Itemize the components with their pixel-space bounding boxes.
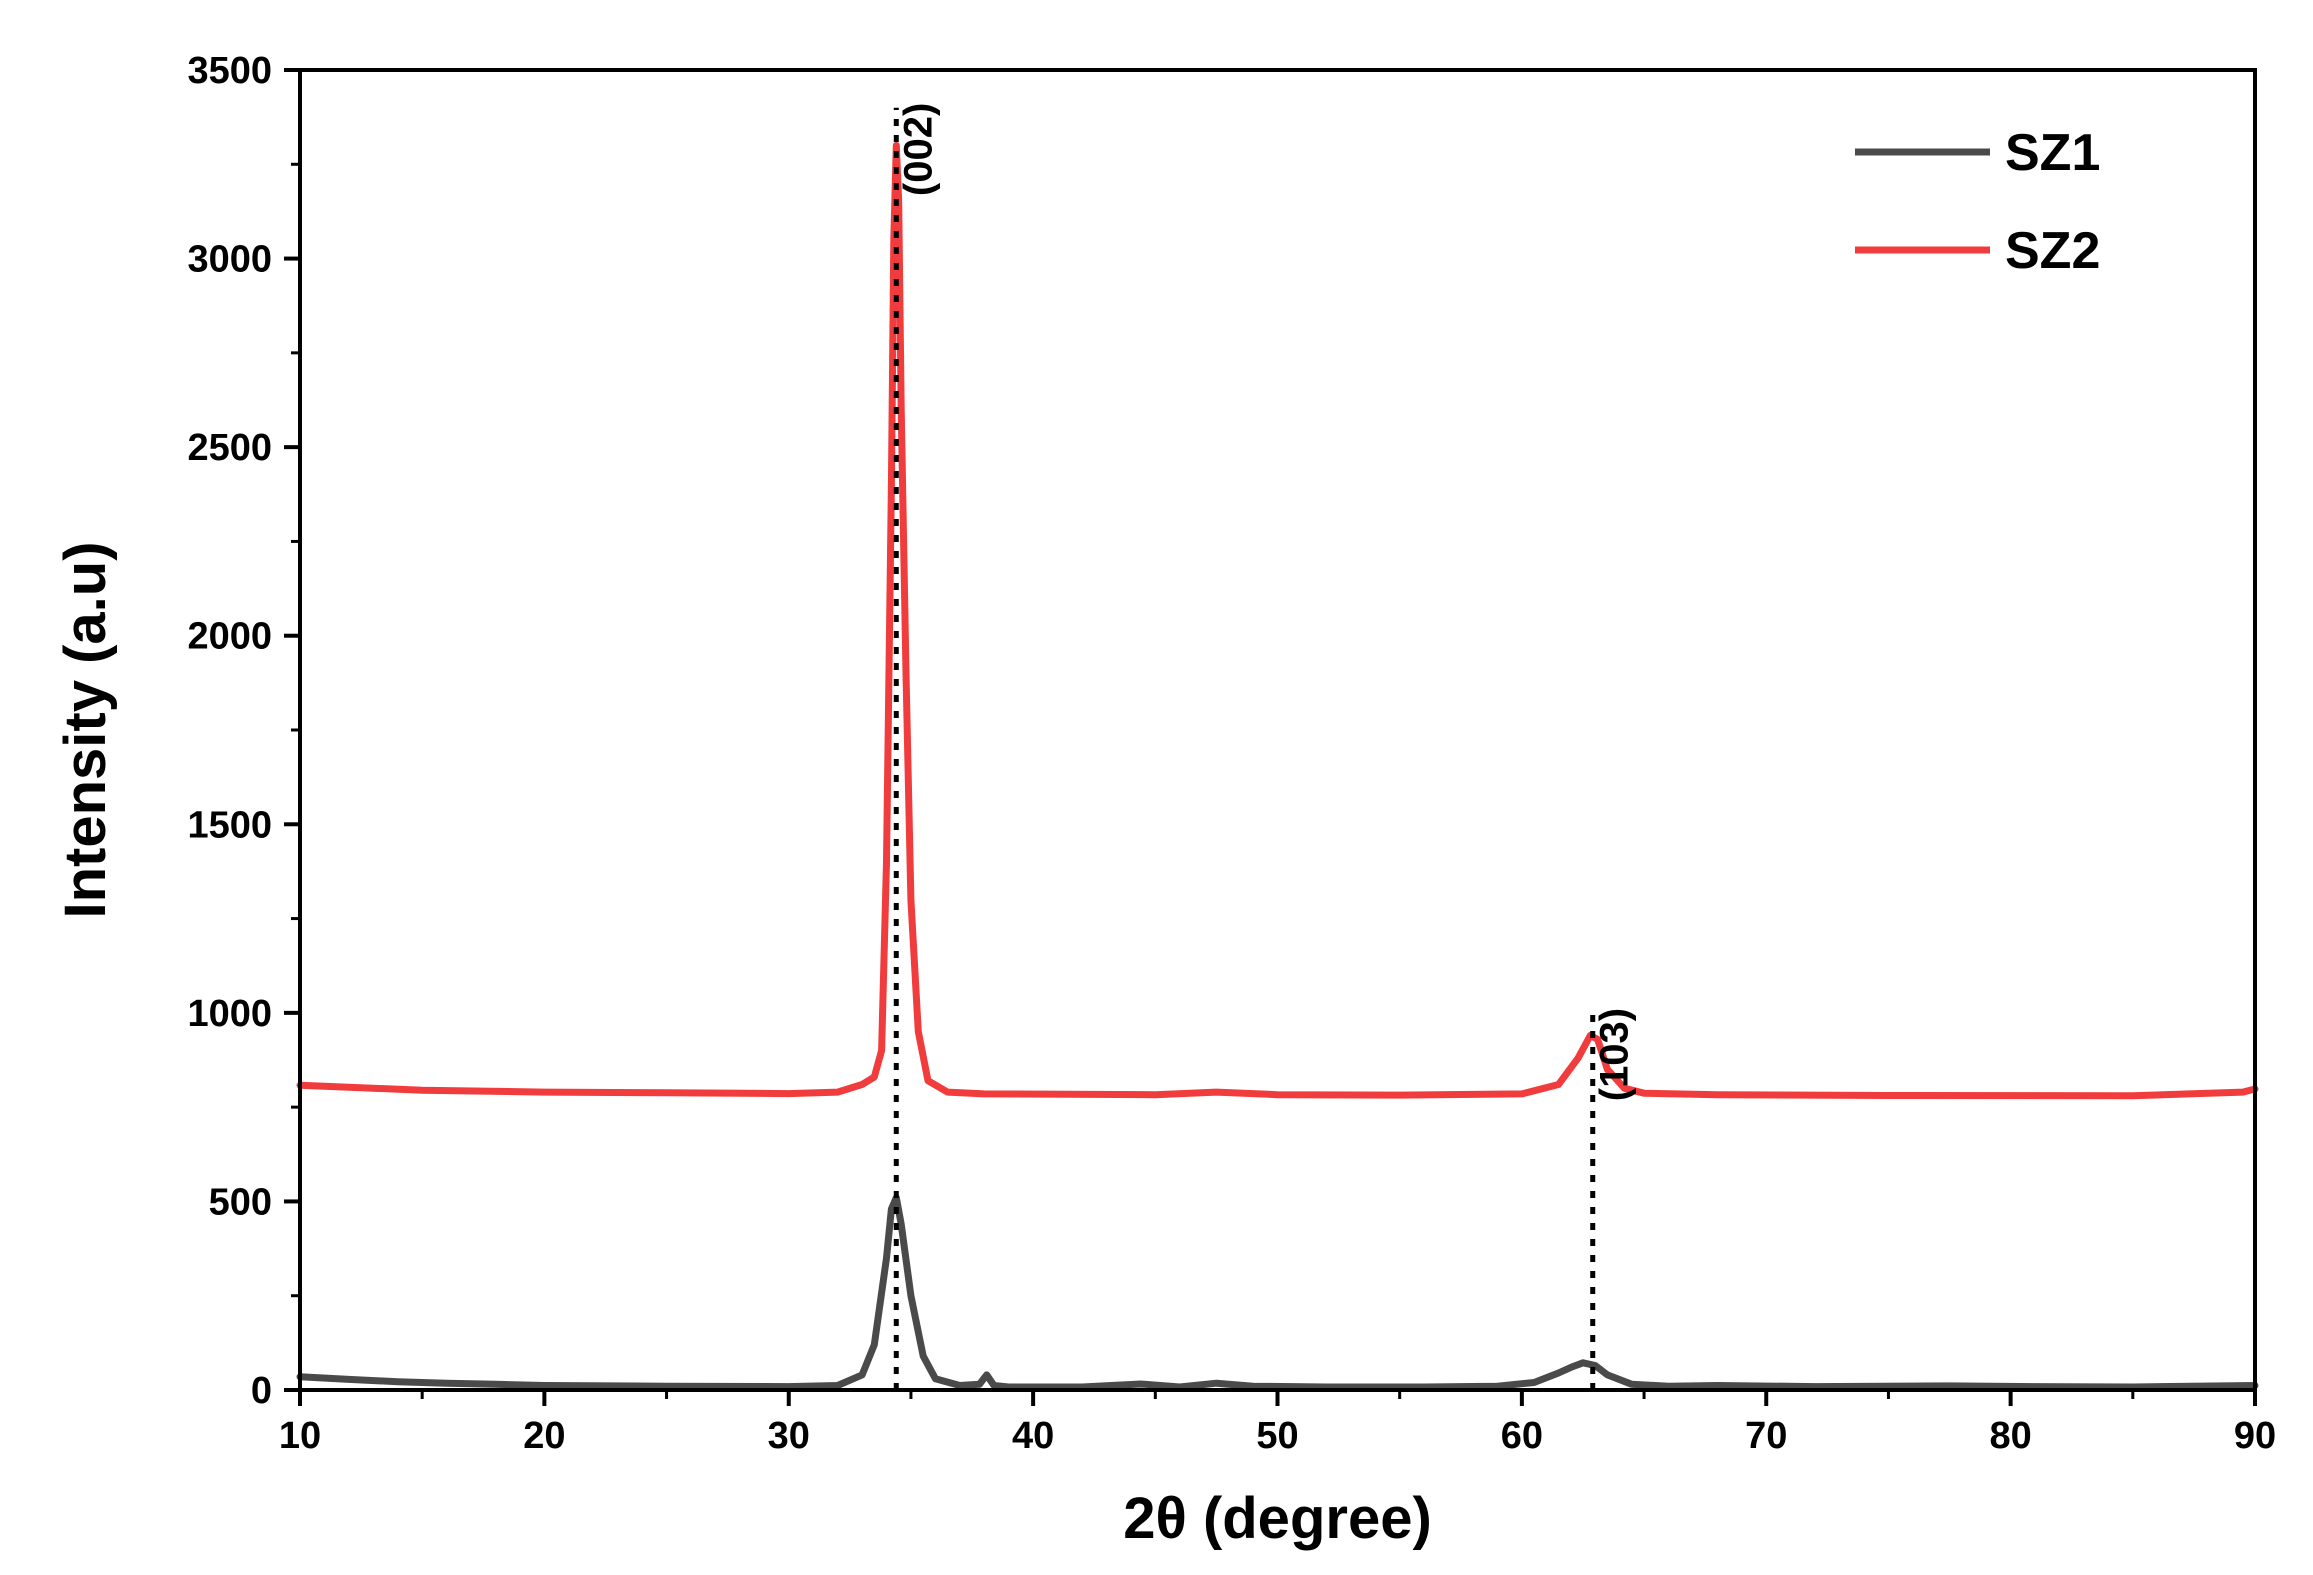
peak-label-0: (002): [896, 103, 940, 196]
x-axis-title: 2θ (degree): [1123, 1486, 1432, 1551]
y-tick-label-2000: 2000: [187, 616, 272, 658]
x-tick-label-80: 80: [1989, 1415, 2031, 1457]
x-tick-label-10: 10: [279, 1415, 321, 1457]
legend-label-sz1: SZ1: [2005, 124, 2100, 182]
series-line-sz1: [296, 1194, 2259, 1391]
legend: SZ1 SZ2: [1855, 124, 2100, 280]
x-tick-label-70: 70: [1745, 1415, 1787, 1457]
y-tick-label-500: 500: [209, 1181, 272, 1223]
y-tick-label-1000: 1000: [187, 993, 272, 1035]
x-tick-label-40: 40: [1012, 1415, 1054, 1457]
x-tick-label-50: 50: [1256, 1415, 1298, 1457]
legend-label-sz2: SZ2: [2005, 222, 2100, 280]
x-tick-label-90: 90: [2234, 1415, 2276, 1457]
x-tick-label-20: 20: [523, 1415, 565, 1457]
axes-layer: 10 20 30 40 50 60 70 80 90 0 500 1000 1500 2000 2500 30…: [53, 50, 2276, 1551]
plot-layer: (002) (103): [296, 103, 2259, 1391]
peak-label-1: (103): [1593, 1008, 1637, 1101]
y-tick-label-3500: 3500: [187, 50, 272, 92]
y-tick-label-0: 0: [251, 1370, 272, 1412]
y-tick-label-2500: 2500: [187, 427, 272, 469]
y-axis-title: Intensity (a.u): [53, 541, 118, 918]
series-line-sz2: [296, 141, 2259, 1100]
x-tick-label-60: 60: [1501, 1415, 1543, 1457]
y-tick-label-1500: 1500: [187, 804, 272, 846]
plot-frame: [298, 68, 2257, 1392]
y-tick-label-3000: 3000: [187, 239, 272, 281]
x-tick-label-30: 30: [768, 1415, 810, 1457]
